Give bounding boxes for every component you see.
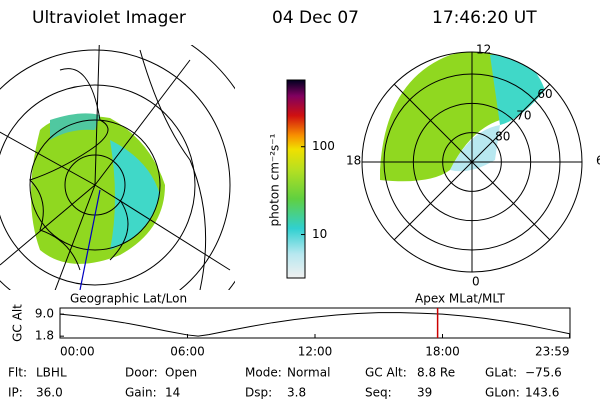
x-tick-label: 12:00	[298, 345, 333, 359]
mlt-label: 0	[472, 275, 480, 289]
field-label: IP:	[8, 386, 23, 400]
x-tick-label: 00:00	[60, 345, 95, 359]
geo-map	[0, 45, 235, 290]
mlt-label: 12	[476, 43, 491, 57]
colorbar	[286, 79, 306, 279]
field-label: Door:	[125, 366, 158, 380]
mlt-label: 6	[596, 154, 600, 168]
lat-ring-label: 70	[516, 108, 531, 122]
time: 17:46:20 UT	[432, 8, 537, 28]
colorbar-label: photon cm⁻²s⁻¹	[268, 133, 282, 226]
lat-ring-label: 80	[495, 129, 510, 143]
caption-right: Apex MLat/MLT	[415, 292, 505, 306]
mlt-label: 18	[346, 154, 361, 168]
x-tick-label: 18:00	[425, 345, 460, 359]
field-label: GC Alt:	[365, 366, 407, 380]
field-label: GLat:	[485, 366, 517, 380]
field-value: LBHL	[36, 366, 67, 380]
field-value: 36.0	[36, 386, 63, 400]
altitude-line	[59, 312, 570, 337]
lat-ring-label: 60	[537, 87, 552, 101]
x-tick-label: 23:59	[535, 345, 570, 359]
colorbar-tick-label: 100	[312, 139, 335, 153]
date: 04 Dec 07	[272, 8, 359, 28]
field-value: Open	[165, 366, 197, 380]
colorbar-tick-label: 10	[312, 227, 327, 241]
lat-ring	[442, 132, 502, 192]
field-value: 14	[165, 386, 180, 400]
caption-left: Geographic Lat/Lon	[70, 292, 187, 306]
lat-ring	[383, 73, 561, 251]
x-tick-label: 06:00	[170, 345, 205, 359]
plot-ylabel: GC Alt	[11, 304, 25, 342]
field-label: GLon:	[485, 386, 520, 400]
field-label: Mode:	[245, 366, 282, 380]
field-label: Seq:	[365, 386, 392, 400]
y-tick-label: 1.8	[35, 329, 54, 343]
field-value: 8.8 Re	[417, 366, 455, 380]
aurora	[110, 140, 160, 250]
field-value: 39	[417, 386, 432, 400]
title: Ultraviolet Imager	[32, 8, 186, 28]
field-value: 3.8	[287, 386, 306, 400]
lat-ring	[412, 102, 532, 222]
aurora	[490, 54, 545, 125]
field-label: Flt:	[8, 366, 27, 380]
field-value: −75.6	[525, 366, 562, 380]
field-value: 143.6	[525, 386, 559, 400]
field-value: Normal	[287, 366, 330, 380]
polar-plot	[361, 51, 583, 273]
field-label: Gain:	[125, 386, 157, 400]
field-label: Dsp:	[245, 386, 272, 400]
plot-frame	[59, 307, 571, 339]
y-tick-label: 9.0	[35, 307, 54, 321]
